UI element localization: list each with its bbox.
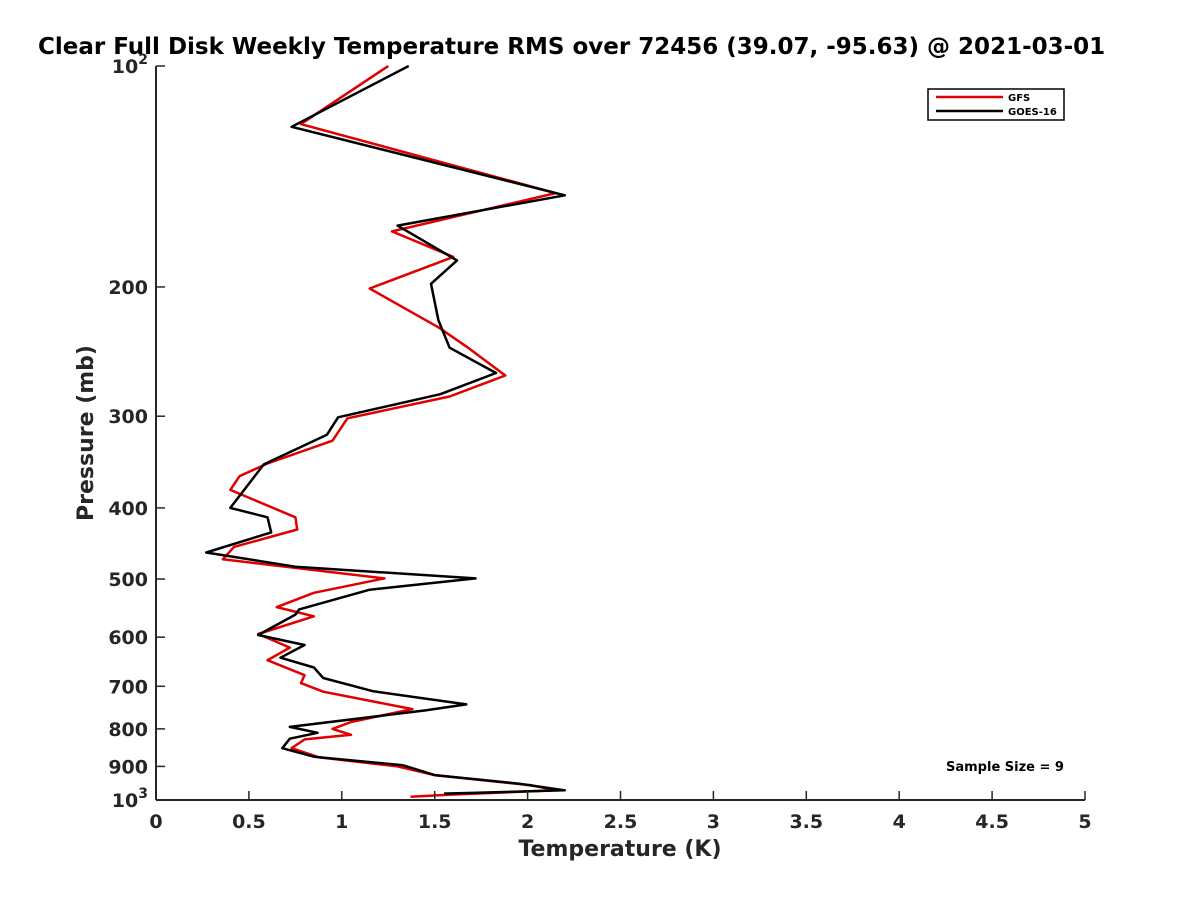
x-axis-ticks: 0 0.5 1 1.5 2 2.5 3 3.5 4 4.5 5	[149, 791, 1092, 833]
x-tick-label: 3	[707, 811, 720, 833]
y-tick-label: 600	[108, 627, 148, 649]
chart-title: Clear Full Disk Weekly Temperature RMS o…	[38, 34, 1105, 60]
x-tick-label: 4	[893, 811, 906, 833]
legend-label-goes-16: GOES-16	[1008, 107, 1057, 118]
legend-label-gfs: GFS	[1008, 93, 1030, 104]
x-tick-label: 1	[335, 811, 348, 833]
x-tick-label: 0	[149, 811, 162, 833]
y-axis-label: Pressure (mb)	[74, 345, 99, 521]
y-tick-label: 500	[108, 569, 148, 591]
y-tick-label: 800	[108, 719, 148, 741]
legend-box	[927, 88, 1065, 121]
y-axis-ticks: 102 200 300 400 500 600 700 800 900 103	[108, 52, 165, 812]
x-axis-label: Temperature (K)	[518, 837, 721, 862]
legend: GFS GOES-16	[927, 88, 1065, 121]
sample-size-annotation: Sample Size = 9	[946, 760, 1064, 775]
y-tick-label: 103	[112, 786, 148, 812]
y-tick-label: 102	[112, 52, 148, 78]
x-tick-label: 4.5	[975, 811, 1009, 833]
series-line-goes-16	[204, 64, 567, 795]
series-line-gfs	[221, 64, 557, 799]
x-tick-label: 5	[1078, 811, 1091, 833]
y-tick-label: 700	[108, 676, 148, 698]
x-tick-label: 2.5	[604, 811, 638, 833]
x-tick-label: 0.5	[232, 811, 266, 833]
y-tick-label: 200	[108, 277, 148, 299]
x-tick-label: 2	[521, 811, 534, 833]
x-tick-label: 3.5	[789, 811, 823, 833]
plot-lines	[204, 64, 567, 799]
y-tick-label: 400	[108, 498, 148, 520]
x-tick-label: 1.5	[418, 811, 452, 833]
y-tick-label: 900	[108, 756, 148, 778]
y-tick-label: 300	[108, 406, 148, 428]
